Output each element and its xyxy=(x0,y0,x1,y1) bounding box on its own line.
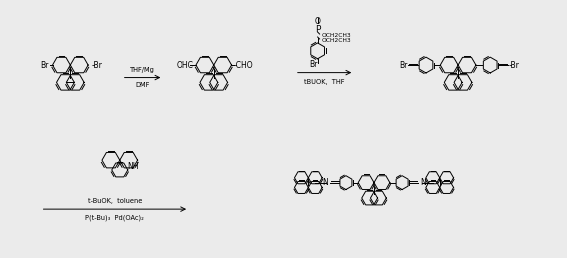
Text: P: P xyxy=(315,25,320,34)
Text: -Br: -Br xyxy=(509,61,520,70)
Text: tBUOK,  THF: tBUOK, THF xyxy=(304,78,345,85)
Text: Br: Br xyxy=(399,61,407,70)
Text: Br: Br xyxy=(310,60,318,69)
Text: -CHO: -CHO xyxy=(234,61,253,70)
Text: DMF: DMF xyxy=(136,82,150,87)
Text: N: N xyxy=(420,178,426,187)
Text: OCH2CH3: OCH2CH3 xyxy=(321,38,351,43)
Text: NH: NH xyxy=(127,162,138,171)
Text: P(t-Bu)₃  Pd(OAc)₂: P(t-Bu)₃ Pd(OAc)₂ xyxy=(86,214,144,221)
Text: N: N xyxy=(323,178,328,187)
Text: -Br: -Br xyxy=(92,61,103,70)
Text: O: O xyxy=(315,17,320,26)
Text: THF/Mg: THF/Mg xyxy=(130,67,155,72)
Text: OHC: OHC xyxy=(177,61,194,70)
Text: t-BuOK,  toluene: t-BuOK, toluene xyxy=(88,198,142,204)
Text: OCH2CH3: OCH2CH3 xyxy=(321,33,351,37)
Text: Br: Br xyxy=(40,61,49,70)
